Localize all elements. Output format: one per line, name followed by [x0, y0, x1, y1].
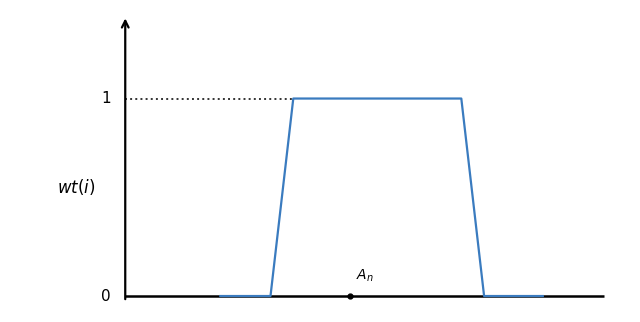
Text: 0: 0 [101, 289, 111, 304]
Text: 1: 1 [101, 91, 111, 106]
Text: $wt(i)$: $wt(i)$ [57, 177, 95, 197]
Text: $A_n$: $A_n$ [356, 268, 374, 284]
